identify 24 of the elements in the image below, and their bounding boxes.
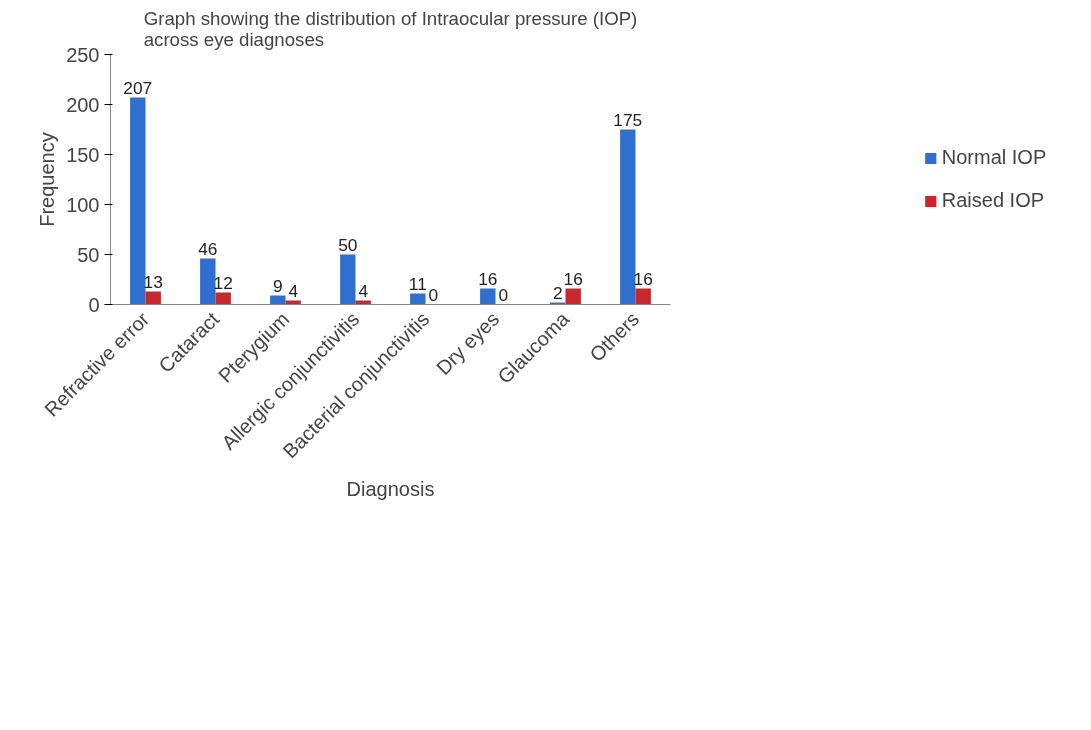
data-label: 4 [358, 280, 369, 301]
data-label: 16 [563, 268, 583, 289]
data-label: 0 [498, 284, 509, 305]
data-label: 46 [198, 238, 218, 259]
chart-title: Graph showing the distribution of Intraocular pressure (IOP) across eye diagnoses [143, 7, 638, 50]
data-label: 175 [613, 109, 643, 130]
y-tick-label: 0 [88, 293, 100, 316]
data-label: 207 [123, 77, 153, 98]
y-tick-label: 100 [66, 193, 100, 216]
y-tick-label: 250 [66, 43, 100, 66]
legend-label: Raised IOP [941, 189, 1045, 212]
data-label: 0 [428, 284, 439, 305]
y-axis-title: Frequency [36, 132, 59, 227]
data-label: 16 [478, 268, 498, 289]
data-label: 4 [288, 280, 299, 301]
x-axis-title: Diagnosis [346, 478, 435, 501]
data-label: 50 [338, 234, 358, 255]
data-label: 2 [552, 282, 563, 303]
data-label: 11 [408, 273, 427, 294]
data-label: 9 [272, 275, 283, 296]
legend-label: Normal IOP [941, 146, 1047, 169]
y-tick-label: 200 [66, 93, 100, 116]
y-tick-label: 50 [77, 243, 100, 266]
y-tick-label: 150 [66, 143, 100, 166]
